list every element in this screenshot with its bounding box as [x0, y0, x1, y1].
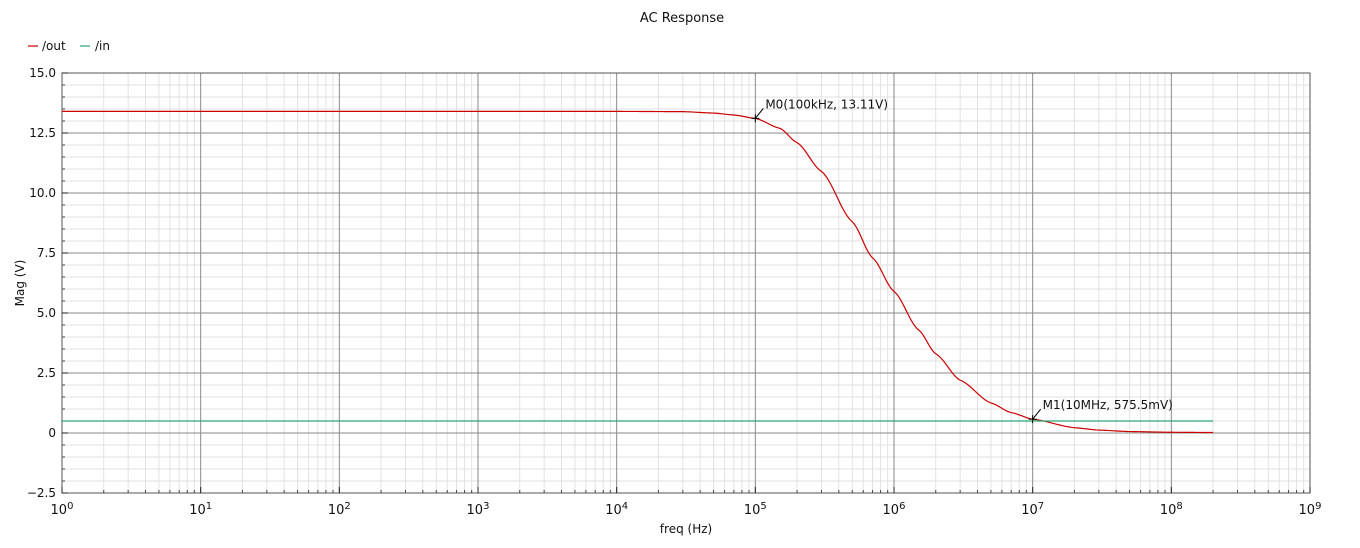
minor-grid	[62, 72, 1310, 494]
x-tick-labels: 100 101 102 103 104 105 106 107 108 109	[51, 501, 1322, 518]
y-axis-label: Mag (V)	[13, 260, 27, 307]
legend-label-out: /out	[42, 39, 66, 53]
x-tick-exponent: 6	[899, 501, 905, 512]
y-tick-label: 7.5	[37, 246, 56, 260]
series-line-out	[62, 110, 1214, 434]
plot-area	[61, 72, 1311, 494]
x-tick-exponent: 0	[67, 501, 73, 512]
legend: /out /in	[28, 39, 110, 53]
marker-leader	[1032, 408, 1042, 420]
x-tick-exponent: 3	[483, 501, 489, 512]
x-tick-label: 106	[883, 501, 906, 518]
axis-ticks	[61, 72, 1311, 494]
x-tick-exponent: 7	[1038, 501, 1044, 512]
y-tick-label: 0	[48, 426, 56, 440]
marker-label-0: M0(100kHz, 13.11V)	[765, 97, 888, 111]
y-tick-label: 15.0	[29, 66, 56, 80]
marker-leader	[754, 108, 764, 119]
y-tick-label: 10.0	[29, 186, 56, 200]
x-tick-label: 104	[605, 501, 628, 518]
x-tick-label: 108	[1160, 501, 1183, 518]
x-tick-exponent: 9	[1315, 501, 1321, 512]
series-layer	[62, 110, 1214, 434]
x-tick-label: 107	[1021, 501, 1044, 518]
x-tick-label: 105	[744, 501, 767, 518]
x-tick-exponent: 5	[760, 501, 766, 512]
x-tick-exponent: 2	[344, 501, 350, 512]
x-tick-label: 100	[51, 501, 74, 518]
marker-label-1: M1(10MHz, 575.5mV)	[1043, 398, 1173, 412]
x-tick-label: 103	[467, 501, 490, 518]
x-tick-label: 102	[328, 501, 351, 518]
x-tick-exponent: 8	[1176, 501, 1182, 512]
y-tick-label: 12.5	[29, 126, 56, 140]
x-tick-exponent: 4	[622, 501, 628, 512]
x-tick-label: 101	[189, 501, 212, 518]
x-tick-exponent: 1	[206, 501, 212, 512]
y-tick-label: 5.0	[37, 306, 56, 320]
y-tick-labels: 15.0 12.5 10.0 7.5 5.0 2.5 0 −2.5	[27, 66, 56, 500]
major-grid	[61, 72, 1311, 494]
x-axis-label: freq (Hz)	[660, 522, 712, 536]
y-tick-label: 2.5	[37, 366, 56, 380]
x-tick-label: 109	[1299, 501, 1322, 518]
marker-layer: M0(100kHz, 13.11V) M1(10MHz, 575.5mV)	[751, 97, 1173, 424]
chart-title: AC Response	[640, 11, 724, 26]
y-tick-label: −2.5	[27, 486, 56, 500]
legend-label-in: /in	[95, 39, 110, 53]
